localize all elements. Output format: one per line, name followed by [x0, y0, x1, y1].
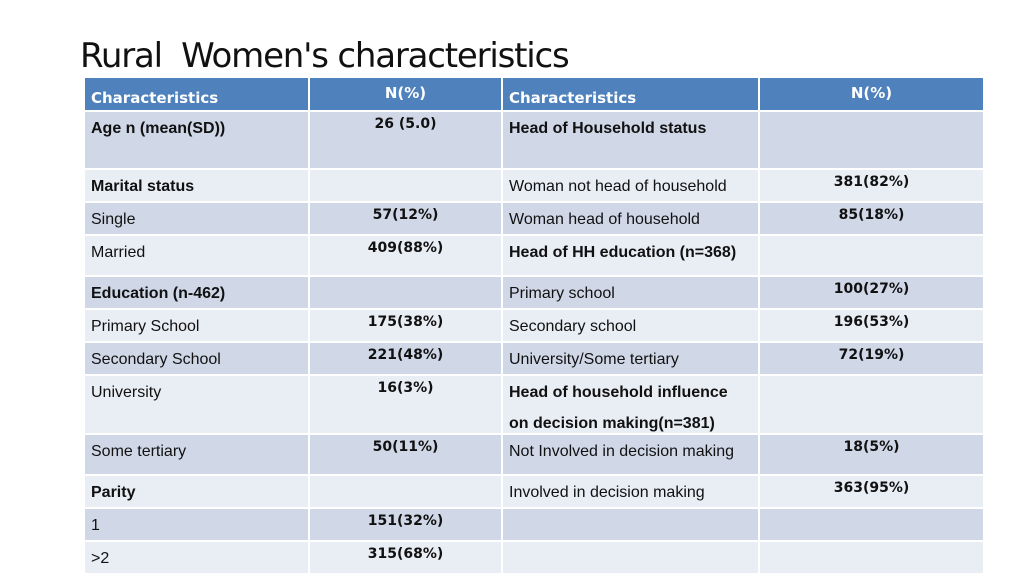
row-value-left: 26 (5.0)	[308, 110, 503, 170]
row-value-left: 221(48%)	[308, 341, 503, 376]
row-label-right: Woman not head of household	[501, 168, 760, 203]
table-header-row: Characteristics N(%) Characteristics N(%…	[83, 76, 985, 112]
row-label-left: Secondary School	[83, 341, 310, 376]
row-value-left: 409(88%)	[308, 234, 503, 277]
row-label-left: University	[83, 374, 310, 435]
row-label-left: Marital status	[83, 168, 310, 203]
header-n-percent-right: N(%)	[758, 76, 985, 112]
row-label-left: Age n (mean(SD))	[83, 110, 310, 170]
table-row: Secondary School 221(48%) University/Som…	[83, 341, 985, 376]
row-value-right	[758, 540, 985, 575]
row-value-left: 175(38%)	[308, 308, 503, 343]
row-label-left: 1	[83, 507, 310, 542]
table-row: Married 409(88%) Head of HH education (n…	[83, 234, 985, 277]
row-value-right: 100(27%)	[758, 275, 985, 310]
row-label-right-line2: on decision making(n=381)	[509, 415, 715, 432]
row-value-left: 57(12%)	[308, 201, 503, 236]
row-value-right	[758, 110, 985, 170]
row-label-right	[501, 540, 760, 575]
row-label-left: Parity	[83, 474, 310, 509]
row-value-left: 151(32%)	[308, 507, 503, 542]
table-row: University 16(3%) Head of household infl…	[83, 374, 985, 435]
row-value-left: 16(3%)	[308, 374, 503, 435]
header-n-percent-left: N(%)	[308, 76, 503, 112]
row-value-right: 363(95%)	[758, 474, 985, 509]
table-row: Education (n-462) Primary school 100(27%…	[83, 275, 985, 310]
row-value-right	[758, 374, 985, 435]
row-value-right: 381(82%)	[758, 168, 985, 203]
row-label-right: Woman head of household	[501, 201, 760, 236]
row-label-right	[501, 507, 760, 542]
row-label-left: Married	[83, 234, 310, 277]
table-row: Primary School 175(38%) Secondary school…	[83, 308, 985, 343]
row-label-right: Primary school	[501, 275, 760, 310]
row-value-right: 196(53%)	[758, 308, 985, 343]
row-label-left: Single	[83, 201, 310, 236]
row-label-left: >2	[83, 540, 310, 575]
row-value-left	[308, 275, 503, 310]
header-characteristics-right: Characteristics	[501, 76, 760, 112]
row-value-left: 50(11%)	[308, 433, 503, 476]
table-row: Age n (mean(SD)) 26 (5.0) Head of Househ…	[83, 110, 985, 170]
row-label-right-line1: Head of household influence	[509, 384, 728, 401]
table-row: 1 151(32%)	[83, 507, 985, 542]
row-value-left	[308, 168, 503, 203]
table-row: Single 57(12%) Woman head of household 8…	[83, 201, 985, 236]
characteristics-table: Characteristics N(%) Characteristics N(%…	[83, 76, 985, 575]
row-label-right: Secondary school	[501, 308, 760, 343]
row-value-left	[308, 474, 503, 509]
row-label-right: University/Some tertiary	[501, 341, 760, 376]
row-label-right: Head of Household status	[501, 110, 760, 170]
table-row: Parity Involved in decision making 363(9…	[83, 474, 985, 509]
row-label-left: Education (n-462)	[83, 275, 310, 310]
row-label-left: Primary School	[83, 308, 310, 343]
row-value-right: 18(5%)	[758, 433, 985, 476]
row-value-right: 85(18%)	[758, 201, 985, 236]
row-label-left: Some tertiary	[83, 433, 310, 476]
row-value-right	[758, 234, 985, 277]
slide-title: Rural Women's characteristics	[80, 36, 570, 76]
row-label-right: Head of HH education (n=368)	[501, 234, 760, 277]
table-row: Some tertiary 50(11%) Not Involved in de…	[83, 433, 985, 476]
row-value-right: 72(19%)	[758, 341, 985, 376]
header-characteristics-left: Characteristics	[83, 76, 310, 112]
row-value-right	[758, 507, 985, 542]
row-value-left: 315(68%)	[308, 540, 503, 575]
row-label-right: Not Involved in decision making	[501, 433, 760, 476]
table-row: Marital status Woman not head of househo…	[83, 168, 985, 203]
row-label-right-multiline: Head of household influence on decision …	[501, 374, 760, 435]
row-label-right: Involved in decision making	[501, 474, 760, 509]
table-row: >2 315(68%)	[83, 540, 985, 575]
